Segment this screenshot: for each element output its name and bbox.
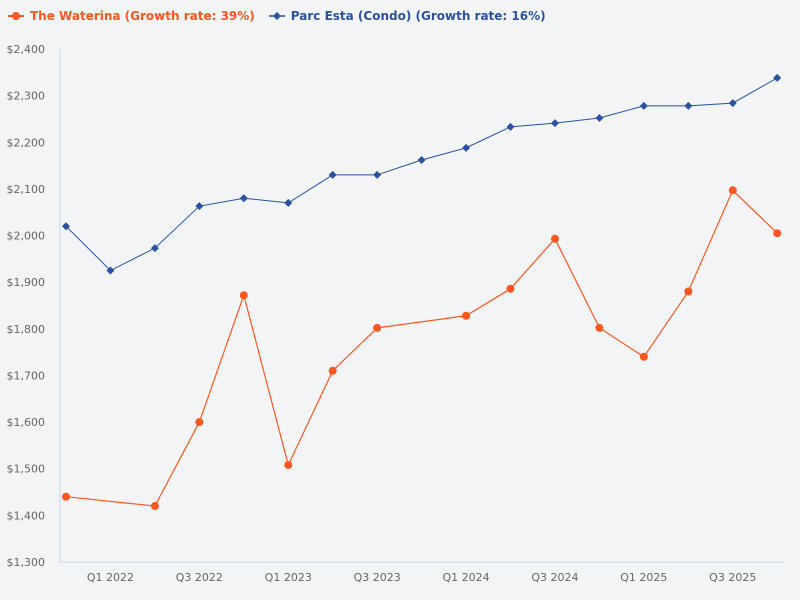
data-point [728,186,737,195]
data-point [773,229,782,238]
legend-item-waterina[interactable]: The Waterina (Growth rate: 39%) [8,9,255,23]
data-point [106,266,115,275]
y-tick-label: $1,700 [7,369,46,382]
diamond-marker-icon [268,12,285,20]
data-point [328,170,337,179]
x-tick-label: Q3 2025 [709,571,756,584]
legend: The Waterina (Growth rate: 39%) Parc Est… [8,9,546,23]
x-tick-label: Q1 2022 [87,571,134,584]
y-tick-label: $1,300 [7,556,46,569]
data-point [417,155,426,164]
y-tick-label: $2,400 [7,43,46,56]
data-point [684,101,693,110]
data-point [239,291,248,300]
y-tick-label: $1,900 [7,276,46,289]
circle-marker-icon [8,12,24,20]
data-point [773,73,782,82]
data-point [284,460,293,469]
data-point [684,287,693,296]
data-point [462,143,471,152]
data-point [639,101,648,110]
x-tick-label: Q3 2023 [354,571,401,584]
data-point [595,114,604,123]
y-tick-label: $1,800 [7,323,46,336]
y-tick-label: $1,400 [7,509,46,522]
y-tick-label: $2,000 [7,230,46,243]
data-point [328,366,337,375]
series-line-1 [65,77,778,272]
data-point [62,222,70,231]
data-point [62,492,70,501]
legend-item-parc-esta[interactable]: Parc Esta (Condo) (Growth rate: 16%) [268,9,546,23]
legend-label: The Waterina (Growth rate: 39%) [30,9,255,23]
data-point [284,198,293,207]
data-point [195,202,204,211]
data-point [195,418,204,427]
data-point [150,502,159,511]
x-tick-label: Q1 2025 [620,571,667,584]
legend-label: Parc Esta (Condo) (Growth rate: 16%) [290,9,546,23]
data-point [239,194,248,203]
data-point [728,99,737,108]
series-line-0 [65,189,778,507]
data-point [506,122,515,131]
data-point [150,244,159,253]
x-tick-label: Q3 2022 [176,571,223,584]
y-tick-label: $2,300 [7,90,46,103]
data-point [550,234,559,243]
data-point [373,170,382,179]
data-point [595,323,604,332]
y-tick-label: $2,100 [7,183,46,196]
x-tick-label: Q3 2024 [531,571,578,584]
x-tick-label: Q1 2024 [442,571,489,584]
data-point [639,352,648,361]
y-tick-label: $1,600 [7,416,46,429]
y-tick-label: $2,200 [7,136,46,149]
y-tick-label: $1,500 [7,463,46,476]
data-point [462,311,471,320]
data-point [373,323,382,332]
data-point [550,119,559,128]
data-point [506,284,515,293]
x-tick-label: Q1 2023 [265,571,312,584]
